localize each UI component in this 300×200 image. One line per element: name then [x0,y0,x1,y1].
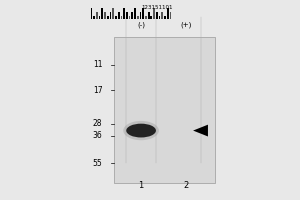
Bar [121,16,122,19]
Bar [93,16,95,19]
Bar [129,16,130,19]
Bar [110,12,111,19]
Bar [101,8,103,19]
Bar [140,12,141,19]
Polygon shape [193,125,208,136]
Bar [148,12,149,19]
Text: 1: 1 [139,181,144,190]
Text: 11: 11 [93,60,102,69]
Bar [145,16,147,19]
Bar [137,16,139,19]
Bar [151,16,152,19]
Bar [104,12,106,19]
Text: (-): (-) [137,22,145,28]
FancyBboxPatch shape [114,37,215,183]
Ellipse shape [123,121,159,140]
Bar [169,12,171,19]
Text: 17: 17 [93,86,102,95]
Bar [96,12,98,19]
Bar [153,8,155,19]
Bar [126,12,128,19]
Bar [112,8,114,19]
Bar [107,16,109,19]
Bar [142,8,144,19]
Bar [134,8,136,19]
Bar [99,16,100,19]
Text: 2: 2 [183,181,188,190]
Text: 55: 55 [93,159,102,168]
Bar [123,8,125,19]
Bar [164,16,166,19]
Bar [115,16,117,19]
Ellipse shape [126,124,156,137]
Text: 28: 28 [93,119,102,128]
Bar [161,12,163,19]
Bar [131,12,133,19]
Bar [167,8,169,19]
Text: 123151101: 123151101 [142,5,173,10]
Bar [91,8,92,19]
Bar [156,12,158,19]
Text: 36: 36 [93,131,102,140]
Bar [118,12,119,19]
Bar [159,16,161,19]
Text: (+): (+) [180,22,191,28]
